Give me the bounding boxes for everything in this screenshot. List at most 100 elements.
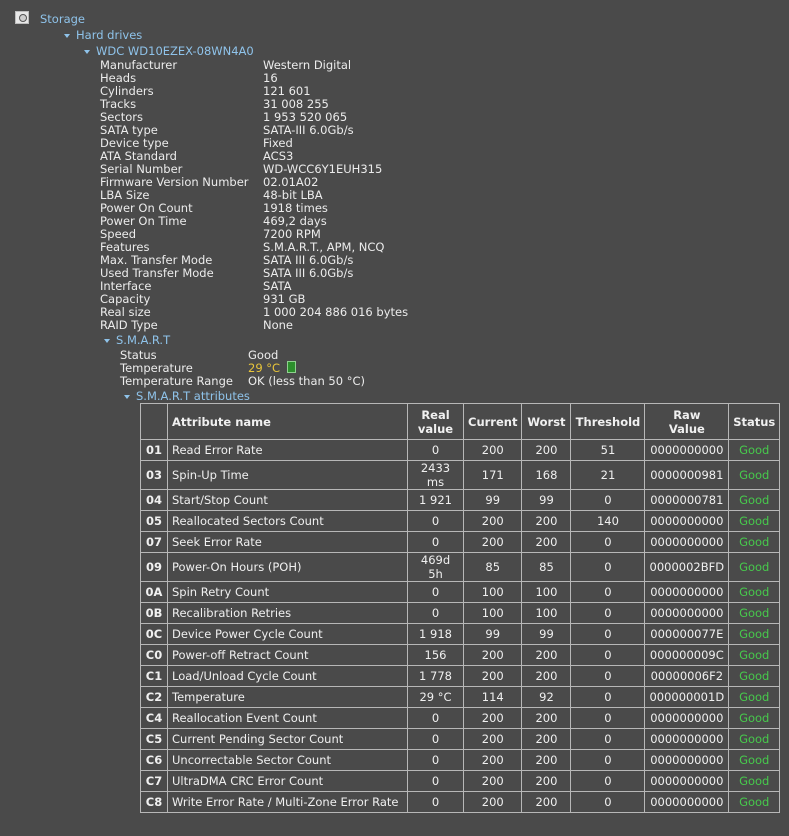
threshold-value: 51 [570,439,646,461]
raw-value: 0000000000 [644,510,730,532]
table-row[interactable]: 05 Reallocated Sectors Count 0 200 200 140 000… [140,510,781,532]
property-label: Tracks [100,97,137,111]
property-value: 469,2 days [263,214,327,228]
real-value: 0 [407,602,464,624]
raw-value: 0000000000 [644,770,730,792]
current-value: 200 [462,531,523,553]
threshold-value: 0 [570,728,646,750]
current-value: 99 [462,489,523,511]
table-row[interactable]: 01 Read Error Rate 0 200 200 51 0000000000 Good [140,439,781,461]
real-value: 1 921 [407,489,464,511]
property-value: 931 GB [263,292,306,306]
threshold-value: 140 [570,510,646,532]
property-label: Cylinders [100,84,154,98]
header-real-line1: Real [421,407,450,422]
status-value: Good [728,791,781,813]
table-row[interactable]: C1 Load/Unload Cycle Count 1 778 200 200 0 000… [140,665,781,687]
hard-drives-label: Hard drives [76,28,143,42]
tree-item-hard-drives[interactable]: Hard drives [64,28,142,42]
status-value: Good [728,460,781,490]
status-value: Good [728,602,781,624]
table-row[interactable]: 0B Recalibration Retries 0 100 100 0 000000000… [140,602,781,624]
worst-value: 99 [521,623,572,645]
attribute-name: Reallocated Sectors Count [167,510,408,532]
real-value: 2433 ms [407,460,464,490]
property-value: SATA [263,279,292,293]
current-value: 171 [462,460,523,490]
status-value: Good [728,749,781,771]
table-row[interactable]: 0C Device Power Cycle Count 1 918 99 99 0 0000… [140,623,781,645]
current-value: 200 [462,510,523,532]
worst-value: 200 [521,439,572,461]
tree-item-drive[interactable]: WDC WD10EZEX-08WN4A0 [84,44,254,58]
attribute-name: Recalibration Retries [167,602,408,624]
header-attribute-name: Attribute name [167,403,408,440]
property-value: 121 601 [263,84,311,98]
header-id [140,403,168,440]
table-row[interactable]: C0 Power-off Retract Count 156 200 200 0 00000… [140,644,781,666]
attribute-name: Temperature [167,686,408,708]
smart-title: S.M.A.R.T [116,333,171,347]
real-value: 0 [407,791,464,813]
property-label: Firmware Version Number [100,175,249,189]
tree-item-smart-attributes[interactable]: S.M.A.R.T attributes [124,389,250,403]
attribute-id: 07 [140,531,168,553]
storage-icon[interactable] [15,11,29,24]
attribute-id: C1 [140,665,168,687]
real-value: 1 778 [407,665,464,687]
property-label: Power On Count [100,201,193,215]
attribute-name: Reallocation Event Count [167,707,408,729]
table-row[interactable]: C2 Temperature 29 °C 114 92 0 000000001D Good [140,686,781,708]
chevron-down-icon[interactable] [64,33,70,38]
worst-value: 200 [521,510,572,532]
table-row[interactable]: 07 Seek Error Rate 0 200 200 0 0000000000 Good [140,531,781,553]
real-value: 0 [407,770,464,792]
property-label: Interface [100,279,152,293]
raw-value: 0000000000 [644,581,730,603]
attribute-name: Spin-Up Time [167,460,408,490]
tree-item-storage[interactable]: Storage [40,12,85,26]
status-value: Good [728,665,781,687]
table-row[interactable]: C8 Write Error Rate / Multi-Zone Error Ra… [140,791,781,813]
table-row[interactable]: C5 Current Pending Sector Count 0 200 200 0 00… [140,728,781,750]
table-row[interactable]: 0A Spin Retry Count 0 100 100 0 0000000000 Good [140,581,781,603]
tree-item-smart[interactable]: S.M.A.R.T [104,333,170,347]
status-value: Good [728,581,781,603]
table-row[interactable]: 09 Power-On Hours (POH) 469d 5h 85 85 0 000000… [140,552,781,582]
attribute-id: C2 [140,686,168,708]
worst-value: 200 [521,531,572,553]
status-value: Good [728,439,781,461]
current-value: 114 [462,686,523,708]
raw-value: 000000001D [644,686,730,708]
current-value: 200 [462,707,523,729]
property-label: LBA Size [100,188,150,202]
raw-value: 0000000781 [644,489,730,511]
property-value: Western Digital [263,58,352,72]
table-row[interactable]: 03 Spin-Up Time 2433 ms 171 168 21 0000000981 G… [140,460,781,490]
property-value: 1918 times [263,201,328,215]
chevron-down-icon[interactable] [104,338,110,343]
table-row[interactable]: C6 Uncorrectable Sector Count 0 200 200 0 0000… [140,749,781,771]
status-value: Good [728,489,781,511]
property-value: SATA-III 6.0Gb/s [263,123,354,137]
property-label: SATA type [100,123,158,137]
status-value: Good [728,510,781,532]
worst-value: 200 [521,707,572,729]
chevron-down-icon[interactable] [124,394,130,399]
header-status: Status [728,403,781,440]
table-row[interactable]: C4 Reallocation Event Count 0 200 200 0 000000… [140,707,781,729]
attribute-name: Read Error Rate [167,439,408,461]
table-row[interactable]: C7 UltraDMA CRC Error Count 0 200 200 0 000000… [140,770,781,792]
property-label: Speed [100,227,137,241]
threshold-value: 0 [570,749,646,771]
table-row[interactable]: 04 Start/Stop Count 1 921 99 99 0 0000000781 Go… [140,489,781,511]
current-value: 100 [462,581,523,603]
attribute-id: 0A [140,581,168,603]
chevron-down-icon[interactable] [84,49,90,54]
worst-value: 99 [521,489,572,511]
real-value: 156 [407,644,464,666]
real-value: 0 [407,531,464,553]
raw-value: 0000000000 [644,707,730,729]
threshold-value: 0 [570,531,646,553]
raw-value: 0000000000 [644,531,730,553]
